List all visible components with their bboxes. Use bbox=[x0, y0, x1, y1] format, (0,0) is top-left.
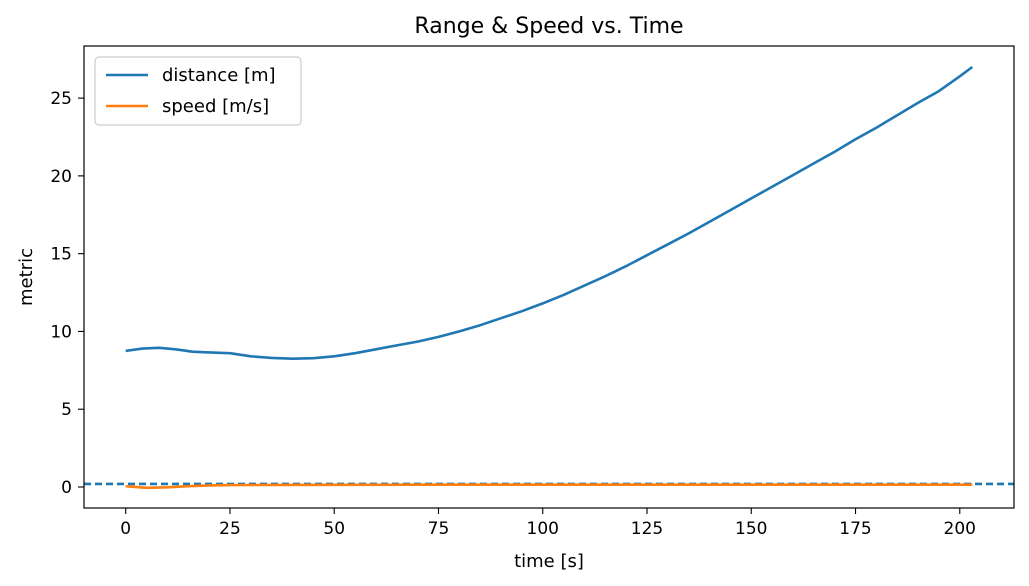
y-tick-label: 15 bbox=[50, 245, 72, 265]
axis-ticks: 0 25 50 75 100 125 150 175 200 0 5 10 15 20 25 bbox=[50, 89, 976, 539]
series-line-speed bbox=[125, 483, 973, 490]
legend-label: speed [m/s] bbox=[162, 96, 269, 117]
series-line-distance bbox=[125, 65, 974, 361]
x-tick-label: 50 bbox=[323, 519, 345, 539]
x-axis-label: time [s] bbox=[514, 551, 584, 572]
plot-frame bbox=[83, 45, 1015, 509]
x-tick-label: 75 bbox=[428, 519, 450, 539]
legend-label: distance [m] bbox=[162, 65, 276, 86]
chart-title: Range & Speed vs. Time bbox=[414, 14, 683, 39]
x-tick-label: 200 bbox=[944, 519, 976, 539]
y-tick-label: 5 bbox=[61, 400, 72, 420]
y-tick-label: 20 bbox=[50, 167, 72, 187]
x-tick-label: 25 bbox=[219, 519, 241, 539]
x-tick-label: 125 bbox=[631, 519, 663, 539]
x-tick-label: 0 bbox=[120, 519, 131, 539]
y-tick-label: 10 bbox=[50, 322, 72, 342]
x-tick-label: 100 bbox=[527, 519, 559, 539]
y-tick-label: 0 bbox=[61, 478, 72, 498]
legend: distance [m] speed [m/s] bbox=[94, 56, 302, 126]
x-tick-label: 175 bbox=[839, 519, 871, 539]
y-axis-label: metric bbox=[16, 248, 37, 306]
x-tick-label: 150 bbox=[735, 519, 767, 539]
y-tick-label: 25 bbox=[50, 89, 72, 109]
